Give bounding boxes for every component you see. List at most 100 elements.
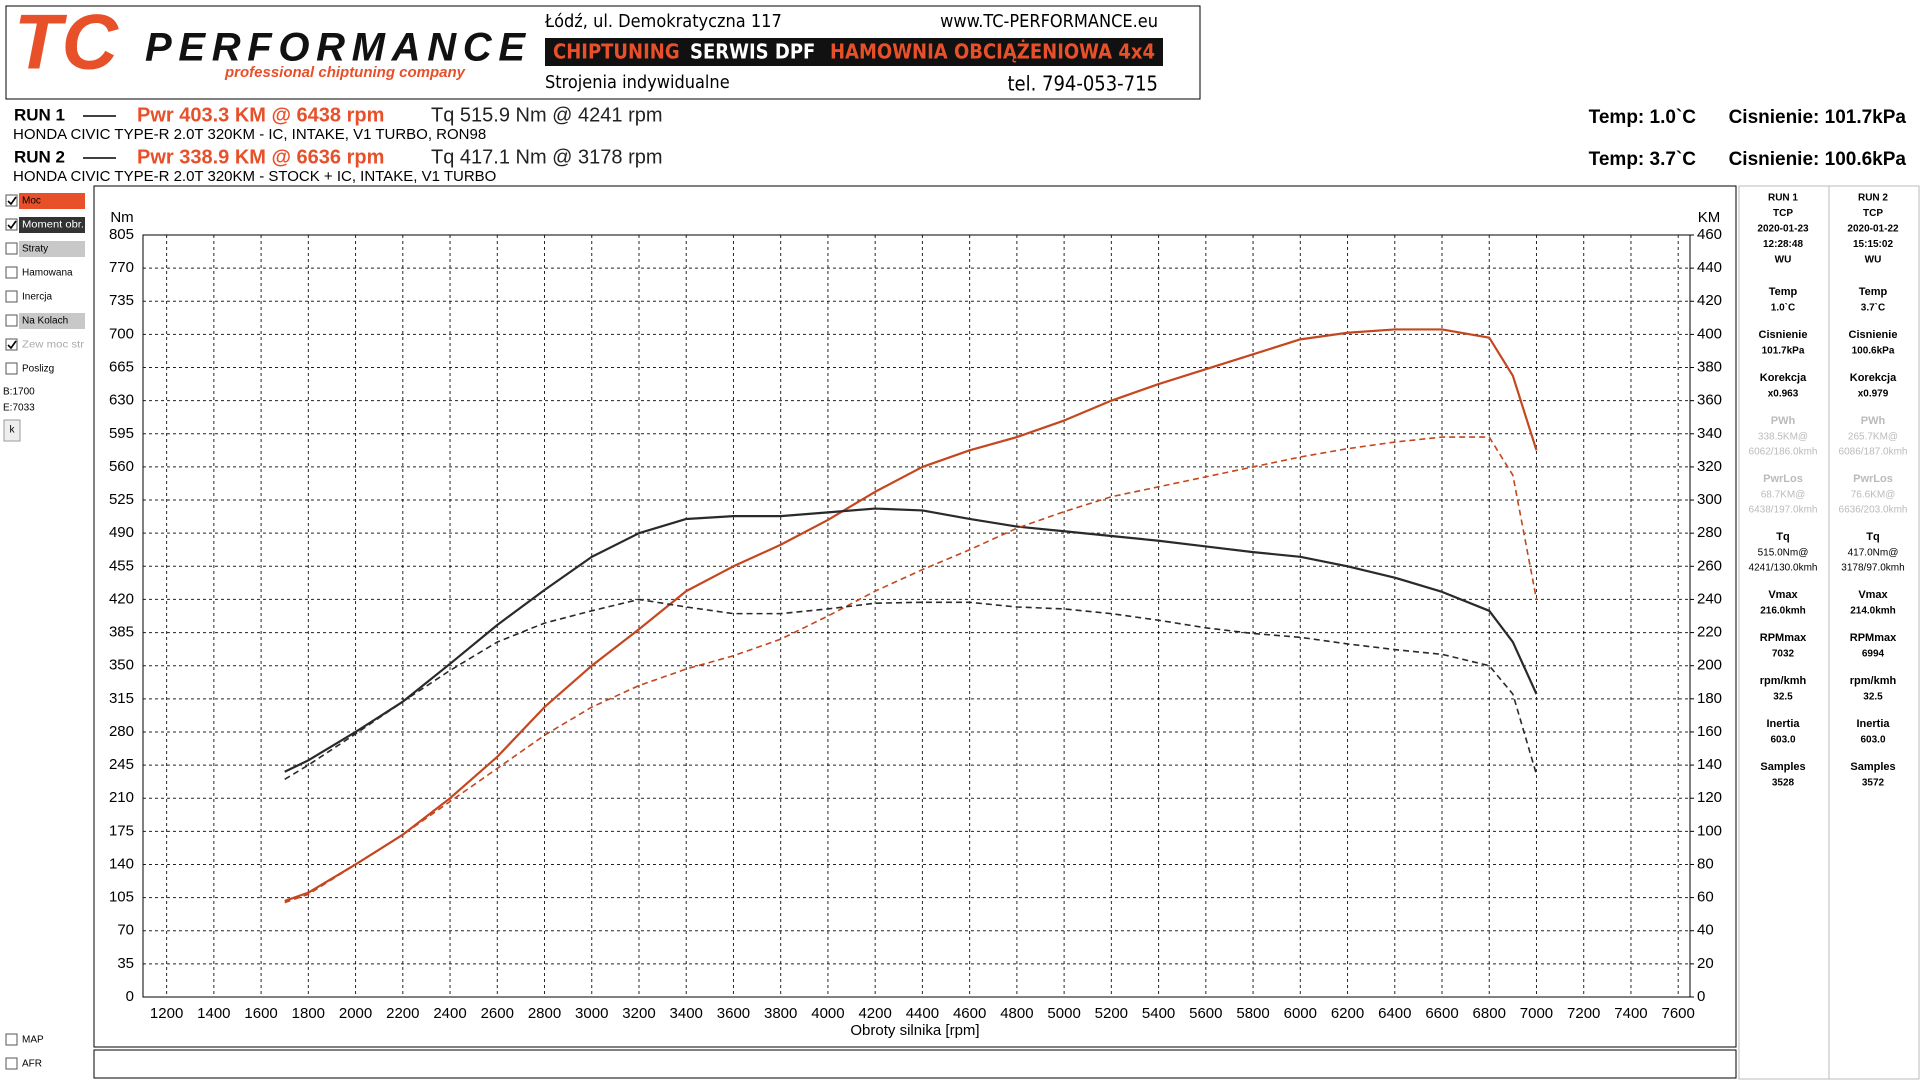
slogan: Strojenia indywidualne <box>545 72 730 93</box>
y-tick-label: 805 <box>109 226 134 243</box>
y2-tick-label: 320 <box>1697 458 1722 475</box>
option-checkbox[interactable] <box>5 338 18 351</box>
stats-value: 417.0Nm@ <box>1848 548 1899 559</box>
stats-label: rpm/kmh <box>1760 675 1807 687</box>
button[interactable] <box>3 419 21 442</box>
x-tick-label: 7400 <box>1614 1005 1647 1022</box>
option-label: Hamowana <box>22 268 73 279</box>
stats-value: 6438/197.0kmh <box>1749 505 1818 516</box>
stats-value: 6086/187.0kmh <box>1839 447 1908 458</box>
y2-tick-label: 420 <box>1697 292 1722 309</box>
y-tick-label: 280 <box>109 723 134 740</box>
y-tick-label: 140 <box>109 855 134 872</box>
y2-tick-label: 280 <box>1697 524 1722 541</box>
option-label-bg <box>19 193 85 209</box>
stats-value: 214.0kmh <box>1850 606 1896 617</box>
chart-panel <box>93 185 1737 1048</box>
option-checkbox[interactable] <box>5 314 18 327</box>
run-power: Pwr 403.3 KM @ 6438 rpm <box>137 104 384 126</box>
option-label-bg <box>19 217 85 233</box>
y2-tick-label: 300 <box>1697 491 1722 508</box>
stats-header: 2020-01-23 <box>1757 224 1809 235</box>
stats-label: PWh <box>1861 415 1886 427</box>
website: www.TC-PERFORMANCE.eu <box>940 11 1158 32</box>
button-label: k <box>10 425 16 436</box>
y-tick-label: 525 <box>109 491 134 508</box>
stats-value: 603.0 <box>1860 735 1885 746</box>
option-checkbox[interactable] <box>5 290 18 303</box>
run-pressure: Cisnienie: 101.7kPa <box>1729 107 1907 128</box>
y-tick-label: 560 <box>109 458 134 475</box>
address: Łódź, ul. Demokratyczna 117 <box>544 11 782 32</box>
stats-value: 4241/130.0kmh <box>1749 563 1818 574</box>
check-mark <box>7 196 17 206</box>
option-checkbox[interactable] <box>5 362 18 375</box>
x-tick-label: 1800 <box>292 1005 325 1022</box>
run-torque: Tq 417.1 Nm @ 3178 rpm <box>431 146 663 168</box>
range-end: E:7033 <box>3 403 35 414</box>
y-tick-label: 105 <box>109 889 134 906</box>
stats-label: Samples <box>1850 761 1895 773</box>
service: HAMOWNIA OBCIĄŻENIOWA 4x4 <box>830 40 1155 64</box>
y2-tick-label: 80 <box>1697 855 1714 872</box>
stats-value: 1.0`C <box>1771 303 1795 314</box>
stats-value: 32.5 <box>1863 692 1883 703</box>
x-tick-label: 2800 <box>528 1005 561 1022</box>
stats-header: TCP <box>1773 208 1793 219</box>
option-checkbox[interactable] <box>5 242 18 255</box>
stats-value: 6062/186.0kmh <box>1749 447 1818 458</box>
option-label: Na Kolach <box>22 316 68 327</box>
x-tick-label: 1600 <box>244 1005 277 1022</box>
x-tick-label: 4000 <box>811 1005 844 1022</box>
series-line <box>284 507 1538 773</box>
run-pressure: Cisnienie: 100.6kPa <box>1729 149 1907 170</box>
x-tick-label: 6400 <box>1378 1005 1411 1022</box>
option-label-bg <box>19 241 85 257</box>
stats-value: 101.7kPa <box>1762 346 1805 357</box>
option-checkbox[interactable] <box>5 266 18 279</box>
x-tick-label: 5400 <box>1142 1005 1175 1022</box>
option-label: Inercja <box>22 292 52 303</box>
y2-tick-label: 120 <box>1697 789 1722 806</box>
stats-label: Tq <box>1866 531 1879 543</box>
y-tick-label: 735 <box>109 292 134 309</box>
option-label-bg <box>19 265 85 281</box>
series-line <box>284 328 1538 902</box>
option-label: Moc <box>22 196 41 207</box>
run-label: RUN 2 <box>14 147 65 166</box>
option-checkbox[interactable] <box>5 1033 18 1046</box>
y-tick-label: 385 <box>109 624 134 641</box>
check-mark <box>7 340 17 350</box>
range-begin: B:1700 <box>3 387 35 398</box>
option-checkbox[interactable] <box>5 1057 18 1070</box>
x-tick-label: 5000 <box>1047 1005 1080 1022</box>
stats-header: 15:15:02 <box>1853 239 1893 250</box>
run-car: HONDA CIVIC TYPE-R 2.0T 320KM - IC, INTA… <box>13 126 486 143</box>
x-tick-label: 5800 <box>1236 1005 1269 1022</box>
service: CHIPTUNING <box>553 40 680 64</box>
y2-tick-label: 40 <box>1697 922 1714 939</box>
stats-label: rpm/kmh <box>1850 675 1897 687</box>
stats-label: Samples <box>1760 761 1805 773</box>
y2-tick-label: 60 <box>1697 889 1714 906</box>
check-mark <box>7 220 17 230</box>
x-tick-label: 6600 <box>1425 1005 1458 1022</box>
y2-tick-label: 200 <box>1697 657 1722 674</box>
stats-label: Temp <box>1859 286 1888 298</box>
y-tick-label: 315 <box>109 690 134 707</box>
y2-tick-label: 400 <box>1697 325 1722 342</box>
y-tick-label: 245 <box>109 756 134 773</box>
option-checkbox[interactable] <box>5 194 18 207</box>
stats-value: 3528 <box>1772 778 1795 789</box>
y2-tick-label: 20 <box>1697 955 1714 972</box>
stats-label: Inertia <box>1766 718 1800 730</box>
stats-header: 2020-01-22 <box>1847 224 1899 235</box>
plot-frame <box>142 234 1691 998</box>
stats-header: TCP <box>1863 208 1883 219</box>
y2-tick-label: 440 <box>1697 259 1722 276</box>
stats-header: RUN 1 <box>1768 193 1798 204</box>
phone: tel. 794-053-715 <box>1007 72 1158 96</box>
x-tick-label: 3000 <box>575 1005 608 1022</box>
stats-label: PWh <box>1771 415 1796 427</box>
option-checkbox[interactable] <box>5 218 18 231</box>
